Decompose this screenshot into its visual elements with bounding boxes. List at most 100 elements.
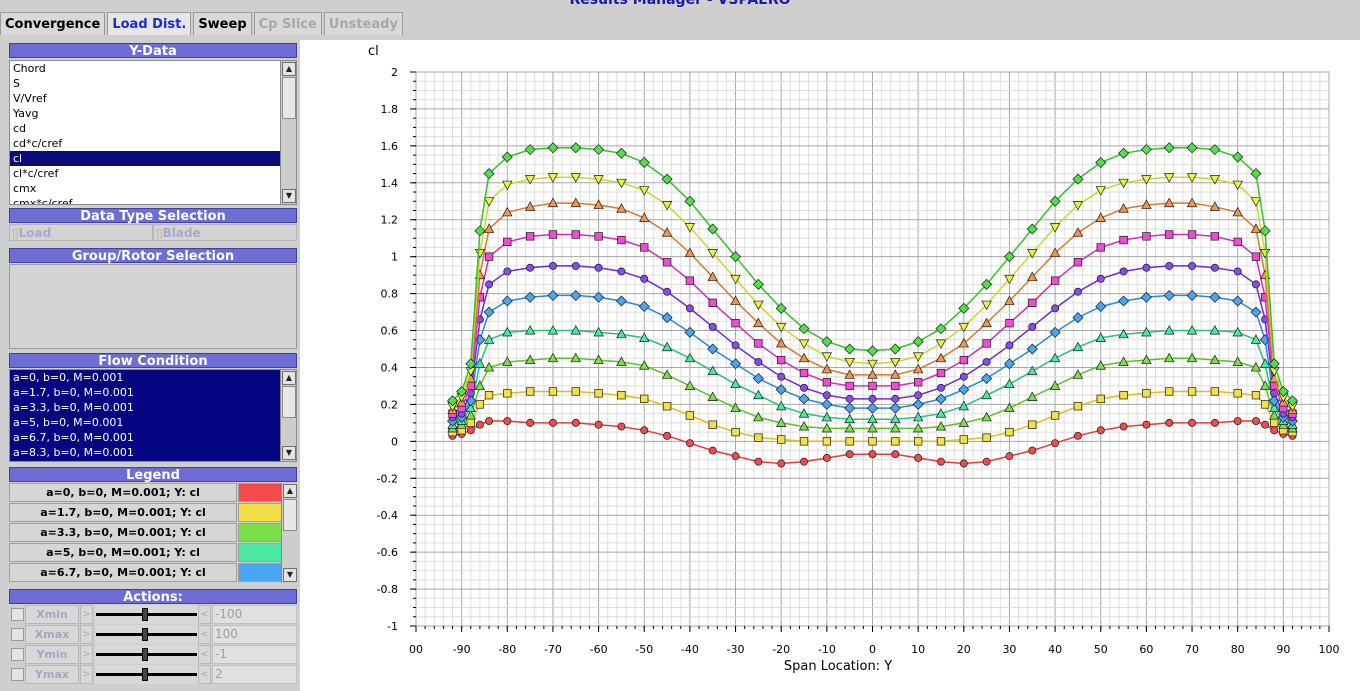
flow-condition-item[interactable]: a=0, b=0, M=0.001 (13, 371, 124, 384)
data-point-triangle-down (753, 300, 764, 311)
checkbox-icon[interactable] (11, 668, 24, 681)
decrement-button[interactable]: > (80, 665, 93, 684)
increment-button[interactable]: < (198, 665, 211, 684)
data-point-circle (594, 420, 603, 429)
flow-condition-item[interactable]: a=8.3, b=0, M=0.001 (13, 446, 134, 459)
ydata-item[interactable]: V/Vref (13, 92, 47, 105)
tab-load-dist[interactable]: Load Dist. (107, 12, 192, 35)
ydata-item[interactable]: S (13, 77, 20, 90)
scroll-thumb[interactable] (282, 386, 296, 418)
legend-label[interactable]: a=0, b=0, M=0.001; Y: cl (9, 483, 237, 502)
blade-toggle[interactable]: ▯Blade (153, 224, 297, 241)
data-point-diamond (821, 398, 833, 410)
actions-panel: Xmin > < -100 Xmax > <100 Ymin > < -1 Ymax > <2 (9, 605, 297, 687)
legend-row[interactable]: a=0, b=0, M=0.001; Y: cl (9, 483, 282, 502)
data-point-diamond (638, 301, 650, 313)
scroll-up-arrow-icon[interactable]: ▲ (282, 62, 296, 76)
data-point-square (503, 389, 512, 398)
flow-condition-item[interactable]: a=5, b=0, M=0.001 (13, 416, 124, 429)
data-point-diamond (1268, 358, 1280, 370)
flow-condition-item[interactable]: a=1.7, b=0, M=0.001 (13, 386, 134, 399)
flow-condition-list[interactable]: a=0, b=0, M=0.001 a=1.7, b=0, M=0.001 a=3.… (9, 369, 297, 462)
tab-convergence[interactable]: Convergence (0, 12, 106, 35)
increment-button[interactable]: < (198, 645, 211, 664)
data-point-circle (526, 263, 535, 272)
data-point-square (662, 402, 672, 411)
flow-condition-item[interactable]: a=6.7, b=0, M=0.001 (13, 431, 134, 444)
ydata-item[interactable]: cl*c/cref (13, 167, 59, 180)
data-point-circle (937, 383, 945, 392)
slider-knob[interactable] (142, 608, 148, 621)
ydata-item[interactable]: cl (10, 151, 280, 166)
checkbox-icon[interactable] (11, 628, 24, 641)
ydata-item[interactable]: cd*c/cref (13, 137, 63, 150)
ydata-item[interactable]: cmx*c/cref (13, 197, 73, 205)
slider-knob[interactable] (142, 668, 148, 681)
flow-scrollbar[interactable]: ▲ ▼ (280, 370, 296, 461)
value-slider[interactable] (95, 605, 198, 624)
legend-label[interactable]: a=1.7, b=0, M=0.001; Y: cl (9, 503, 237, 522)
y-tick-label: 1.6 (381, 140, 399, 153)
legend-label[interactable]: a=5, b=0, M=0.001; Y: cl (9, 543, 237, 562)
slider-knob[interactable] (142, 648, 148, 661)
action-value-field[interactable]: 100 (212, 625, 297, 644)
ydata-list[interactable]: Chord S V/Vref Yavg cd cd*c/cref cl cl*c/cref cm… (9, 60, 297, 205)
legend-scrollbar[interactable]: ▲ ▼ (281, 483, 297, 583)
ydata-item[interactable]: cmx (13, 182, 37, 195)
legend-color-swatch[interactable] (238, 503, 282, 522)
legend-row[interactable]: a=5, b=0, M=0.001; Y: cl (9, 543, 282, 562)
legend-color-swatch[interactable] (238, 543, 282, 562)
legend-label[interactable]: a=6.7, b=0, M=0.001; Y: cl (9, 563, 237, 582)
value-slider[interactable] (95, 625, 198, 644)
decrement-button[interactable]: > (80, 605, 93, 624)
decrement-button[interactable]: > (80, 645, 93, 664)
action-value-field[interactable]: 2 (212, 665, 297, 684)
plot-area[interactable]: 2 1.8 1.6 1.4 1.2 1 0.8 0.6 0.4 0.2 0 -0.2 -0.4 -0.6 -… (300, 40, 1360, 691)
scroll-up-arrow-icon[interactable]: ▲ (282, 371, 296, 385)
action-value-field[interactable]: -1 (212, 645, 297, 664)
series-2 (447, 352, 1298, 433)
x-tick-label: 70 (1185, 643, 1199, 656)
action-value-field[interactable]: -100 (212, 605, 297, 624)
ydata-item[interactable]: Chord (13, 62, 46, 75)
scroll-down-arrow-icon[interactable]: ▼ (282, 446, 296, 460)
cl-span-chart[interactable]: 2 1.8 1.6 1.4 1.2 1 0.8 0.6 0.4 0.2 0 -0.2 -0.4 -0.6 -… (300, 40, 1360, 691)
legend-color-swatch[interactable] (238, 563, 282, 582)
decrement-button[interactable]: > (80, 625, 93, 644)
legend-row[interactable]: a=6.7, b=0, M=0.001; Y: cl (9, 563, 282, 582)
data-point-triangle-up (1209, 354, 1221, 365)
scroll-down-arrow-icon[interactable]: ▼ (283, 568, 297, 582)
value-slider[interactable] (95, 645, 198, 664)
data-point-triangle-up (844, 413, 855, 424)
increment-button[interactable]: < (198, 605, 211, 624)
slider-knob[interactable] (142, 628, 148, 641)
data-point-triangle-up (912, 422, 924, 433)
legend-color-swatch[interactable] (238, 483, 282, 502)
value-slider[interactable] (95, 665, 198, 684)
load-toggle[interactable]: ▯Load (9, 224, 153, 241)
legend-label[interactable]: a=3.3, b=0, M=0.001; Y: cl (9, 523, 237, 542)
ydata-scrollbar[interactable]: ▲ ▼ (280, 61, 296, 204)
scroll-up-arrow-icon[interactable]: ▲ (283, 484, 297, 498)
data-point-triangle-up (707, 391, 718, 401)
data-point-triangle-up (684, 352, 696, 363)
tab-sweep[interactable]: Sweep (193, 12, 252, 35)
scroll-down-arrow-icon[interactable]: ▼ (282, 189, 296, 203)
scroll-thumb[interactable] (283, 499, 297, 531)
checkbox-icon[interactable] (11, 608, 24, 621)
ydata-item[interactable]: cd (13, 122, 27, 135)
legend-row[interactable]: a=3.3, b=0, M=0.001; Y: cl (9, 523, 282, 542)
group-rotor-list[interactable] (9, 264, 297, 349)
data-point-triangle-up (502, 356, 513, 366)
data-point-square (708, 420, 717, 429)
data-point-square (891, 381, 900, 391)
checkbox-icon[interactable] (11, 648, 24, 661)
legend-row[interactable]: a=1.7, b=0, M=0.001; Y: cl (9, 503, 282, 522)
legend-color-swatch[interactable] (238, 523, 282, 542)
series-0 (448, 417, 1297, 468)
data-point-triangle-up (867, 422, 878, 433)
ydata-item[interactable]: Yavg (13, 107, 39, 120)
flow-condition-item[interactable]: a=3.3, b=0, M=0.001 (13, 401, 134, 414)
scroll-thumb[interactable] (282, 77, 296, 119)
increment-button[interactable]: < (198, 625, 211, 644)
